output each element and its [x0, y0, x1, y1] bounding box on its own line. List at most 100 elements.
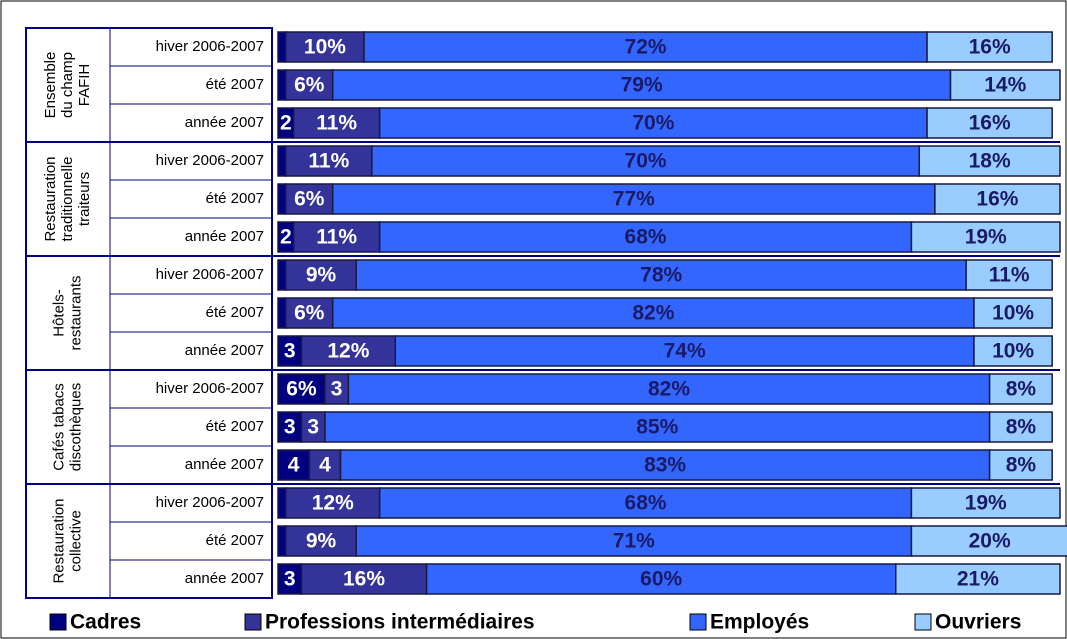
group-label-line: traiteurs	[76, 172, 93, 226]
data-label: 14%	[984, 74, 1026, 97]
data-label: 3	[307, 416, 319, 439]
group-label-line: Cafés tabacs	[50, 383, 67, 471]
data-label: 9%	[306, 264, 337, 287]
bar-segment	[355, 259, 967, 291]
bar-segment	[378, 221, 913, 253]
group-label-line: traditionnelle	[59, 156, 76, 241]
data-label: 72%	[625, 36, 667, 59]
data-label: 3	[284, 340, 296, 363]
bar-segment	[285, 259, 357, 291]
data-label: 70%	[632, 112, 674, 135]
bar-segment	[949, 69, 1061, 101]
bar-segment	[324, 411, 991, 443]
data-label: 6%	[294, 74, 325, 97]
data-label: 11%	[989, 264, 1030, 287]
bar-segment	[277, 449, 311, 481]
data-label: 3	[284, 416, 296, 439]
bar-segment	[394, 335, 975, 367]
data-label: 12%	[312, 492, 354, 515]
group-label: Ensembledu champFAFIH	[42, 52, 93, 119]
legend-swatch	[914, 613, 932, 631]
y-tick-label: année 2007	[185, 114, 264, 131]
data-label: 8%	[1006, 416, 1037, 439]
y-tick-label: année 2007	[185, 570, 264, 587]
bar-segment	[277, 373, 326, 405]
legend-swatch	[244, 613, 262, 631]
data-label: 2	[280, 112, 292, 135]
bar-segment	[988, 373, 1053, 405]
bar-segment	[355, 525, 913, 557]
bar-segment	[308, 449, 342, 481]
bar-segment	[277, 297, 287, 329]
y-tick-label: hiver 2006-2007	[156, 38, 264, 55]
y-tick-label: hiver 2006-2007	[156, 266, 264, 283]
data-label: 3	[284, 568, 296, 591]
data-label: 71%	[613, 530, 655, 553]
data-label: 79%	[621, 74, 663, 97]
y-tick-label: été 2007	[206, 532, 264, 549]
legend-label: Employés	[710, 611, 809, 634]
data-label: 10%	[304, 36, 346, 59]
bar-segment	[277, 145, 287, 177]
legend-swatch	[689, 613, 707, 631]
data-label: 68%	[625, 492, 667, 515]
y-tick-label: année 2007	[185, 342, 264, 359]
bar-segment	[277, 31, 287, 63]
data-label: 8%	[1006, 454, 1037, 477]
bar-segment	[292, 221, 381, 253]
bar-segment	[277, 487, 287, 519]
group-label: Restaurationcollective	[50, 498, 84, 583]
data-label: 12%	[327, 340, 369, 363]
bar-segment	[378, 487, 913, 519]
group-label-line: du champ	[59, 52, 76, 118]
data-label: 70%	[625, 150, 667, 173]
bar-segment	[300, 335, 397, 367]
group-label-line: restaurants	[67, 275, 84, 350]
bar-segment	[285, 487, 381, 519]
data-label: 82%	[632, 302, 674, 325]
data-label: 68%	[625, 226, 667, 249]
data-label: 60%	[640, 568, 682, 591]
legend-label: Professions intermédiaires	[265, 611, 535, 634]
legend-label: Cadres	[70, 611, 141, 634]
bar-segment	[988, 449, 1053, 481]
data-label: 78%	[640, 264, 682, 287]
y-tick-label: été 2007	[206, 190, 264, 207]
bar-segment	[292, 107, 381, 139]
y-tick-label: année 2007	[185, 456, 264, 473]
bar-segment	[918, 145, 1061, 177]
data-label: 9%	[306, 530, 337, 553]
data-label: 11%	[316, 112, 357, 135]
data-label: 18%	[969, 150, 1011, 173]
data-label: 8%	[1006, 378, 1037, 401]
bar-segment	[910, 221, 1061, 253]
y-tick-label: hiver 2006-2007	[156, 152, 264, 169]
bar-segment	[934, 183, 1061, 215]
data-label: 85%	[636, 416, 678, 439]
bar-segment	[973, 335, 1053, 367]
bar-segment	[926, 107, 1053, 139]
bar-segment	[347, 373, 991, 405]
group-label-line: Hôtels-	[50, 289, 67, 337]
bar-segment	[425, 563, 897, 595]
label-panel	[25, 27, 273, 599]
bar-segment	[988, 411, 1053, 443]
group-label-line: collective	[67, 510, 84, 572]
data-label: 83%	[644, 454, 686, 477]
bar-segment	[285, 69, 334, 101]
y-tick-label: hiver 2006-2007	[156, 494, 264, 511]
data-label: 10%	[992, 340, 1034, 363]
bar-segment	[331, 183, 936, 215]
bar-segment	[378, 107, 928, 139]
data-label: 77%	[613, 188, 655, 211]
bar-segment	[277, 525, 287, 557]
bar-segment	[910, 487, 1061, 519]
data-label: 2	[280, 226, 292, 249]
bar-segment	[363, 31, 928, 63]
bar-segment	[285, 31, 365, 63]
data-label: 74%	[664, 340, 706, 363]
data-label: 21%	[957, 568, 999, 591]
data-label: 3	[331, 378, 343, 401]
bar-segment	[973, 297, 1053, 329]
